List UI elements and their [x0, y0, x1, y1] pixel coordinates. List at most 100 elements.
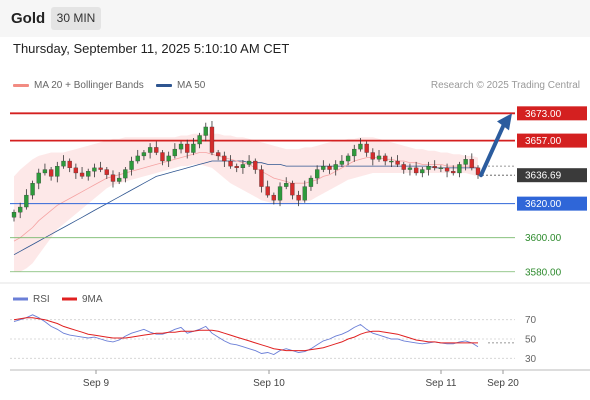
- level-label-0: 3673.00: [525, 109, 562, 120]
- candle-body: [154, 147, 159, 153]
- candle-body: [172, 148, 178, 157]
- candle-body: [11, 211, 17, 218]
- candle-body: [30, 183, 35, 196]
- candle-body: [104, 169, 109, 175]
- rsi-line: [13, 314, 479, 355]
- candle-body: [160, 152, 165, 162]
- candle-body: [358, 143, 363, 150]
- timeframe-badge[interactable]: 30 MIN: [51, 7, 101, 30]
- timestamp: Thursday, September 11, 2025 5:10:10 AM …: [13, 41, 290, 56]
- symbol-title: Gold: [11, 10, 46, 27]
- candle-body: [333, 164, 338, 170]
- candle-body: [92, 167, 97, 172]
- level-label-3: 3600.00: [525, 233, 562, 244]
- candle-body: [117, 177, 122, 182]
- level-label-bg-1: [517, 133, 587, 148]
- candle-body: [426, 165, 431, 170]
- x-tick-label-1: Sep 10: [253, 378, 285, 389]
- candle-body: [246, 160, 252, 165]
- candle-body: [407, 167, 413, 170]
- x-tick-label-3: Sep 20: [487, 378, 519, 389]
- ma50-swatch: [156, 83, 172, 87]
- current-price-label: 3636.69: [525, 171, 562, 182]
- ma50-line: [13, 160, 478, 256]
- legend-ma50-label: MA 50: [177, 80, 206, 91]
- candle-body: [352, 148, 357, 157]
- level-label-1: 3657.00: [525, 136, 562, 147]
- ma9-legend-swatch: [62, 297, 77, 301]
- candle-body: [284, 183, 289, 187]
- candle-body: [48, 169, 54, 177]
- rsi-tick-0: 70: [525, 315, 537, 326]
- candle-body: [302, 186, 307, 201]
- candle-body: [197, 135, 202, 145]
- legend-ma20: MA 20 + Bollinger Bands: [13, 80, 144, 91]
- candle-body: [327, 165, 332, 170]
- x-tick-label-0: Sep 9: [83, 378, 110, 389]
- x-tick-label-2: Sep 11: [426, 378, 457, 389]
- candle-body: [321, 165, 326, 170]
- candle-body: [290, 183, 295, 196]
- candle-body: [216, 152, 221, 157]
- level-label-4: 3580.00: [525, 267, 562, 278]
- candle-body: [265, 186, 270, 196]
- candle-body: [401, 164, 406, 170]
- candle-body: [185, 143, 190, 153]
- candle-body: [86, 171, 91, 177]
- candle-body: [55, 165, 60, 177]
- candle-body: [463, 159, 468, 165]
- candle-body: [432, 165, 437, 169]
- candle-body: [271, 194, 276, 201]
- candle-body: [79, 172, 85, 177]
- candle-body: [339, 160, 345, 165]
- candle-body: [166, 155, 171, 162]
- ma20-swatch: [13, 83, 29, 87]
- candle-body: [98, 167, 103, 170]
- candle-body: [389, 160, 394, 163]
- candle-body: [18, 206, 23, 213]
- title-bar: Gold 30 MIN: [0, 0, 590, 37]
- candle-body: [61, 160, 66, 167]
- candle-body: [296, 194, 301, 201]
- ma9-legend-label: 9MA: [82, 294, 103, 305]
- candle-body: [73, 167, 79, 174]
- candle-body: [36, 172, 41, 184]
- bollinger-band: [14, 133, 478, 272]
- rsi-legend-swatch: [13, 297, 28, 301]
- candle-body: [364, 143, 369, 153]
- candle-body: [228, 160, 233, 167]
- credit: Research © 2025 Trading Central: [430, 80, 580, 91]
- candle-body: [240, 164, 246, 169]
- candle-body: [475, 167, 481, 175]
- level-label-bg-0: [517, 106, 587, 121]
- candle-body: [110, 174, 116, 182]
- candle-body: [259, 169, 264, 187]
- candle-body: [123, 169, 128, 179]
- candle-body: [469, 159, 474, 169]
- candle-body: [141, 152, 147, 157]
- rsi-tick-1: 50: [525, 335, 537, 346]
- candle-body: [222, 155, 227, 162]
- candle-body: [67, 160, 72, 169]
- candle-body: [178, 143, 184, 150]
- candle-body: [147, 147, 153, 153]
- legend-ma20-label: MA 20 + Bollinger Bands: [34, 80, 144, 91]
- ma9-line: [13, 317, 478, 352]
- candle-body: [42, 169, 48, 174]
- candle-body: [308, 177, 314, 187]
- candle-body: [277, 186, 283, 201]
- forecast-arrow-head: [497, 113, 512, 131]
- candle-body: [383, 155, 388, 162]
- ma20-line: [13, 152, 479, 242]
- candle-body: [444, 167, 450, 172]
- candle-body: [203, 126, 208, 136]
- candle-body: [420, 169, 425, 174]
- forecast-arrow-shaft: [479, 122, 506, 178]
- candle-body: [345, 155, 351, 162]
- level-label-bg-2: [517, 196, 587, 211]
- candle-body: [191, 143, 196, 153]
- candle-body: [209, 126, 215, 153]
- candle-body: [24, 194, 29, 208]
- current-price-bg: [517, 168, 587, 183]
